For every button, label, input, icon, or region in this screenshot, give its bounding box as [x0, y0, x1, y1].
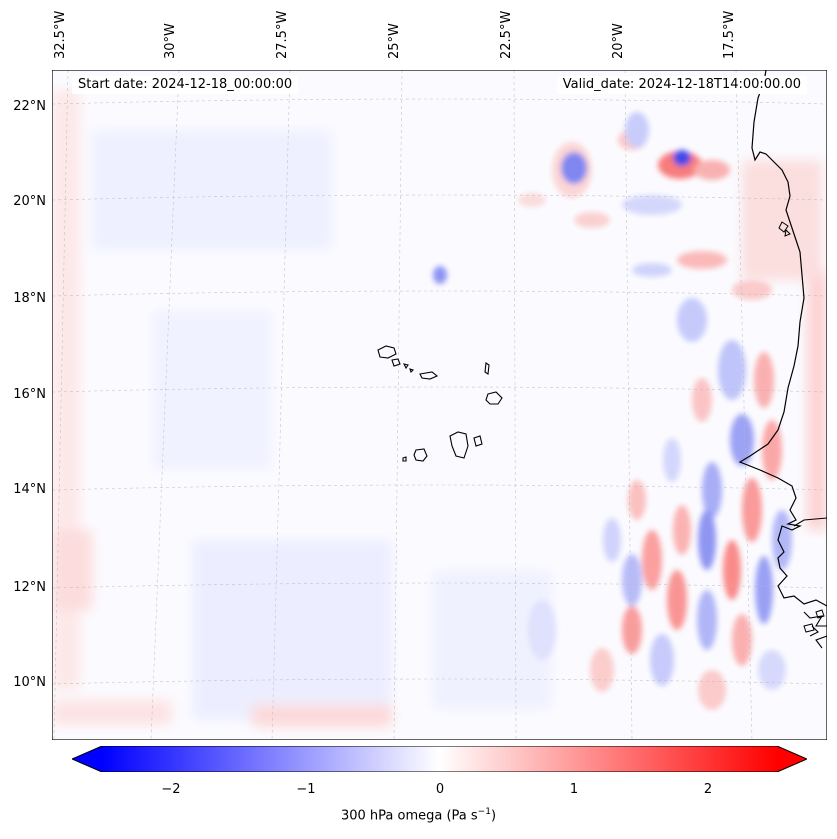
lat-label-12n: 12°N	[13, 580, 46, 595]
colorbar-tick-1: 1	[569, 782, 579, 797]
lon-label-20w: 20°W	[611, 23, 626, 59]
coastal-island	[778, 221, 789, 233]
lat-label-20n: 20°N	[13, 194, 46, 209]
lat-label-10n: 10°N	[13, 675, 46, 690]
colorbar-label: 300 hPa omega (Pa s−1)	[0, 807, 837, 823]
lat-label-18n: 18°N	[13, 291, 46, 306]
colorbar-extend-right	[777, 746, 807, 772]
colorbar-label-text: 300 hPa omega (Pa s	[340, 808, 478, 824]
cape-verde-islands	[377, 345, 503, 462]
colorbar-label-exponent: −1	[477, 807, 491, 817]
colorbar-tick-neg2: −2	[161, 782, 181, 797]
lat-label-14n: 14°N	[13, 482, 46, 497]
omega-map	[52, 70, 827, 740]
africa-coastline-south	[793, 517, 827, 649]
coastal-island	[803, 623, 815, 633]
lon-label-17-5w: 17.5°W	[722, 10, 737, 59]
lon-label-25w: 25°W	[387, 23, 402, 59]
colorbar-body	[102, 746, 777, 772]
lon-label-27-5w: 27.5°W	[275, 10, 290, 59]
lon-label-32-5w: 32.5°W	[53, 10, 68, 59]
omega-field-eastern	[433, 112, 792, 710]
colorbar-tick-neg1: −1	[296, 782, 316, 797]
graticule	[52, 70, 827, 740]
coastal-island	[815, 609, 825, 619]
colorbar-extend-left	[72, 746, 102, 772]
africa-coastline	[738, 70, 827, 607]
lat-label-22n: 22°N	[13, 99, 46, 114]
coastal-island	[784, 228, 791, 237]
colorbar-tick-0: 0	[435, 782, 445, 797]
start-date-label: Start date: 2024-12-18_00:00:00	[72, 76, 299, 94]
lon-label-30w: 30°W	[163, 23, 178, 59]
lon-label-22-5w: 22.5°W	[499, 10, 514, 59]
valid-date-label: Valid_date: 2024-12-18T14:00:00.00	[556, 76, 807, 94]
colorbar-tick-2: 2	[703, 782, 713, 797]
lat-label-16n: 16°N	[13, 387, 46, 402]
colorbar	[72, 746, 807, 772]
colorbar-label-close: )	[490, 808, 497, 824]
